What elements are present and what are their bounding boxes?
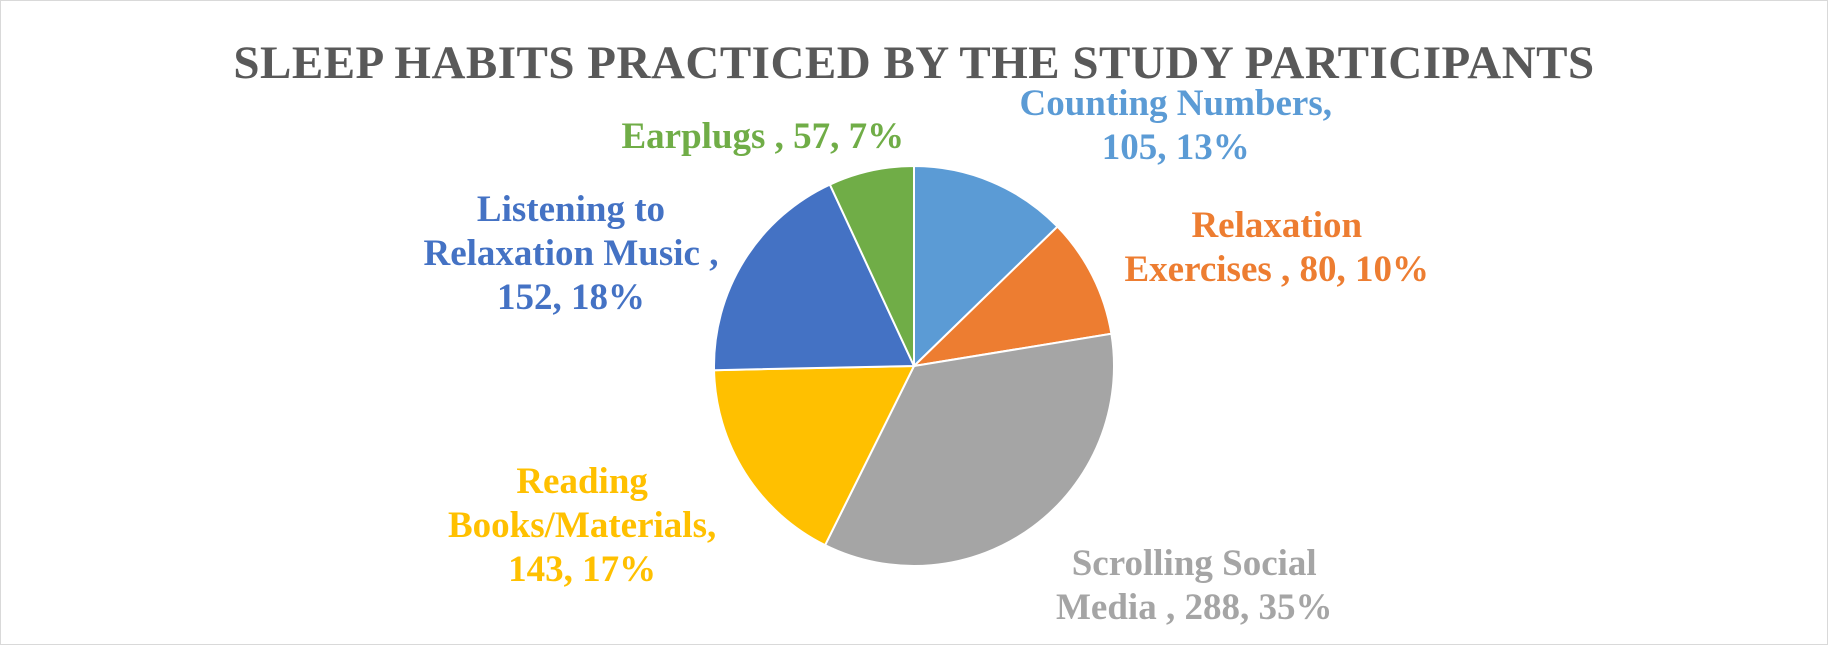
pie-slice-relaxation-exercises bbox=[911, 225, 1113, 368]
data-label-listening-to-relaxation-music: Listening to Relaxation Music , 152, 18% bbox=[424, 188, 719, 320]
data-label-line: 143, 17% bbox=[508, 549, 657, 590]
pie-slice-counting-numbers bbox=[913, 164, 1059, 369]
data-label-line: 105, 13% bbox=[1101, 127, 1250, 168]
data-label-line: Books/Materials, bbox=[448, 505, 717, 546]
data-label-reading-books-materials: Reading Books/Materials, 143, 17% bbox=[448, 460, 716, 592]
data-label-line: Reading bbox=[516, 461, 648, 502]
data-label-line: Relaxation Music , bbox=[423, 233, 719, 274]
data-label-line: Earplugs , 57, 7% bbox=[621, 116, 905, 157]
data-label-earplugs: Earplugs , 57, 7% bbox=[622, 115, 905, 159]
data-label-counting-numbers: Counting Numbers, 105, 13% bbox=[1020, 82, 1333, 170]
data-label-relaxation-exercises: Relaxation Exercises , 80, 10% bbox=[1125, 204, 1430, 292]
data-label-line: Relaxation bbox=[1191, 205, 1363, 246]
data-label-line: Listening to bbox=[476, 189, 666, 230]
data-label-line: Scrolling Social bbox=[1071, 543, 1317, 584]
chart-title: SLEEP HABITS PRACTICED BY THE STUDY PART… bbox=[233, 37, 1595, 89]
data-label-line: Media , 288, 35% bbox=[1056, 587, 1333, 628]
data-label-line: Counting Numbers, bbox=[1019, 83, 1333, 124]
pie-slice-listening-to-relaxation-music bbox=[713, 183, 916, 372]
pie-slice-reading-books-materials bbox=[713, 364, 916, 547]
data-label-line: Exercises , 80, 10% bbox=[1124, 249, 1430, 290]
pie-slice-earplugs bbox=[828, 164, 915, 367]
data-label-scrolling-social-media: Scrolling Social Media , 288, 35% bbox=[1056, 542, 1332, 630]
data-label-line: 152, 18% bbox=[496, 277, 645, 318]
pie-slice-scrolling-social-media bbox=[823, 332, 1115, 568]
